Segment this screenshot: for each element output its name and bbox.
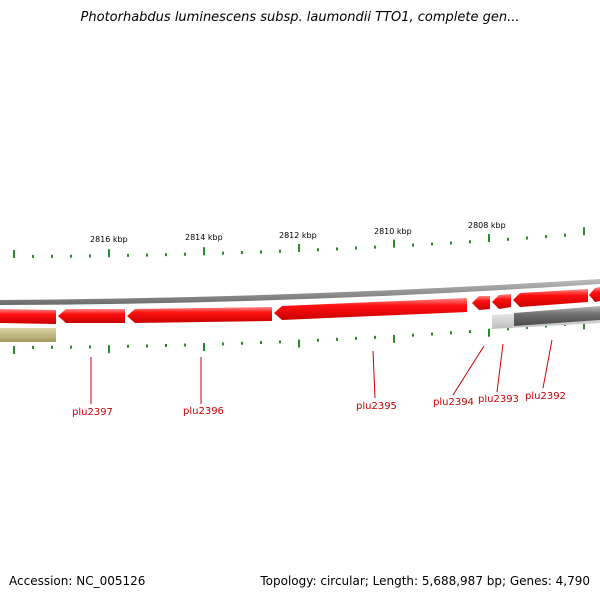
gene-partial-right-a[interactable] [513, 289, 588, 307]
scale-labels: 2816 kbp 2814 kbp 2812 kbp 2810 kbp 2808… [90, 221, 506, 244]
gene-label-plu2394[interactable]: plu2394 [433, 397, 474, 408]
scale-label: 2810 kbp [374, 227, 412, 236]
gene-partial-right-b[interactable] [589, 287, 600, 302]
gene-label-plu2397[interactable]: plu2397 [72, 407, 113, 418]
feature-olive[interactable] [0, 328, 56, 342]
accession-text: Accession: NC_005126 [9, 574, 146, 588]
scale-label: 2808 kbp [468, 221, 506, 230]
gene-plu2395[interactable] [274, 298, 467, 320]
scale-label: 2816 kbp [90, 235, 128, 244]
gene-plu2394[interactable] [472, 296, 490, 310]
genome-title: Photorhabdus luminescens subsp. laumondi… [80, 10, 520, 25]
gene-plu2396[interactable] [127, 307, 272, 323]
gene-labels: plu2397 plu2396 plu2395 plu2394 plu2393 … [72, 391, 566, 418]
gene-label-plu2393[interactable]: plu2393 [478, 394, 519, 405]
gene-plu2392[interactable] [514, 306, 600, 326]
gene-plu2393[interactable] [492, 294, 511, 309]
scale-ticks-upper [13, 227, 585, 258]
scale-label: 2814 kbp [185, 233, 223, 242]
gene-label-leaders [90, 339, 553, 404]
gene-plu2397[interactable] [58, 309, 125, 323]
scale-label: 2812 kbp [279, 231, 317, 240]
gene-label-plu2395[interactable]: plu2395 [356, 401, 397, 412]
gene-partial-left[interactable] [0, 309, 56, 324]
genome-summary-text: Topology: circular; Length: 5,688,987 bp… [260, 574, 590, 588]
sequence-backbone [0, 279, 600, 305]
gene-label-plu2392[interactable]: plu2392 [525, 391, 566, 402]
gene-label-plu2396[interactable]: plu2396 [183, 406, 224, 417]
